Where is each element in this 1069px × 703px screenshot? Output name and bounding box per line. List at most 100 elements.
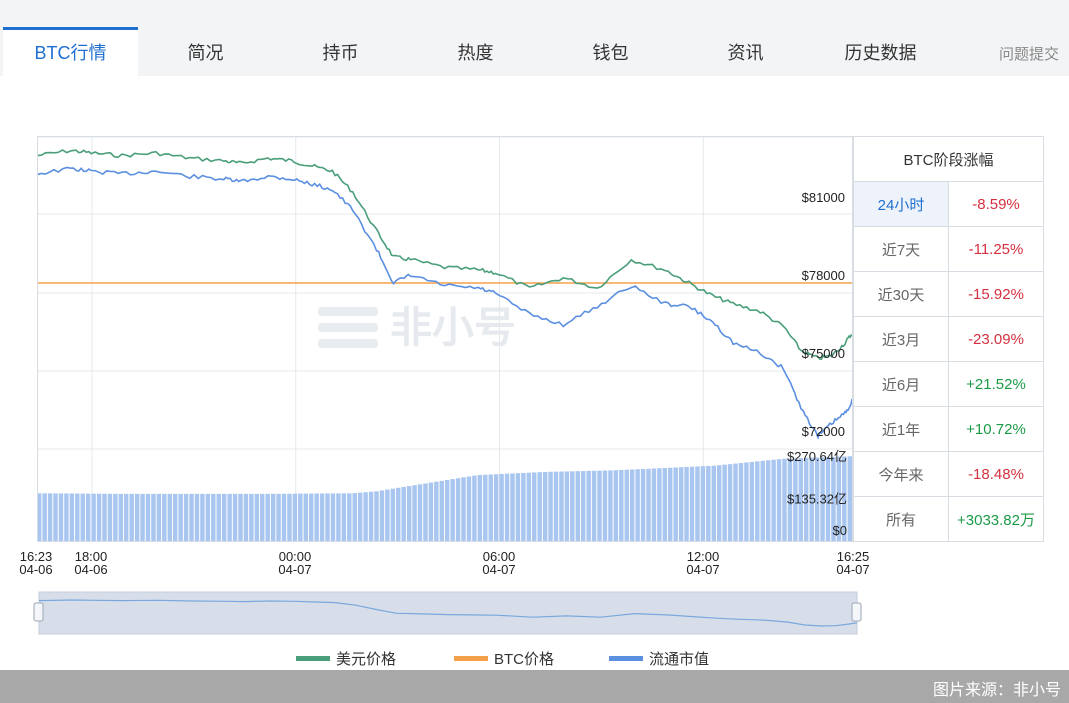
volume-bar [69,493,75,541]
tab-history-data[interactable]: 历史数据 [844,43,917,63]
period-label[interactable]: 近3月 [853,316,949,362]
tab-overview[interactable]: 简况 [187,43,224,63]
volume-bar [189,493,194,541]
volume-bar [586,470,591,541]
volume-bar [722,464,727,541]
tab-holdings[interactable]: 持币 [322,43,359,63]
volume-bar [194,493,200,541]
volume-bar [249,493,254,541]
volume-bar [809,457,814,541]
volume-bar [352,493,357,541]
tab-popularity[interactable]: 热度 [457,43,494,63]
period-change-value: +21.52% [948,361,1044,407]
legend-item-btc-price[interactable]: BTC价格 [454,648,554,669]
period-label[interactable]: 近6月 [853,361,949,407]
volume-bar [162,493,167,541]
tab-btc-market[interactable]: BTC行情 [3,27,138,76]
period-label[interactable]: 近7天 [853,226,949,272]
volume-bar [782,458,787,541]
volume-bar [156,493,162,541]
volume-bar [455,478,461,541]
volume-tick-label: $270.64亿 [787,449,847,464]
volume-bar [450,479,455,541]
volume-bar [232,493,238,541]
x-tick-time: 16:23 [20,549,53,564]
volume-bar [814,457,820,541]
x-tick-date: 04-07 [686,562,719,577]
period-row[interactable]: 近30天 -15.92% [853,271,1044,317]
tab-wallet[interactable]: 钱包 [592,43,629,63]
chart-grid [37,136,853,541]
period-label[interactable]: 所有 [853,496,949,542]
period-row[interactable]: 近3月 -23.09% [853,316,1044,362]
period-row[interactable]: 近6月 +21.52% [853,361,1044,407]
legend-item-market-cap[interactable]: 流通市值 [609,648,709,669]
volume-bar [744,462,749,541]
y-axis-labels: $81000 $78000 $75000 $72000 $270.64亿 $135.32亿… [787,190,847,538]
volume-bar [466,476,472,541]
volume-bar [510,473,515,541]
volume-bar [238,493,243,541]
period-row[interactable]: 24小时 -8.59% [853,181,1044,227]
legend-swatch [609,656,643,661]
volume-bar [787,458,793,541]
period-change-value: +3033.82万 [948,496,1044,542]
period-row[interactable]: 近7天 -11.25% [853,226,1044,272]
period-row[interactable]: 今年来 -18.48% [853,451,1044,497]
volume-bar [847,456,852,541]
volume-bar [80,493,85,541]
volume-bar [379,490,385,541]
volume-bar [521,472,526,541]
image-source: 图片来源：非小号 [932,682,1061,699]
volume-bar [396,487,401,541]
volume-bar [47,493,53,541]
range-navigator[interactable] [33,591,862,635]
legend-item-usd-price[interactable]: 美元价格 [296,648,396,669]
period-label[interactable]: 近1年 [853,406,949,452]
footer-bar: 图片来源：非小号 [0,670,1069,703]
price-tick-label: $81000 [802,190,845,205]
volume-bar [717,465,722,541]
watermark-logo: 非小号 [318,303,558,353]
volume-bar [102,493,107,541]
period-label[interactable]: 今年来 [853,451,949,497]
legend-label: 流通市值 [649,651,710,668]
volume-bar [140,493,145,541]
volume-bar [118,493,124,541]
volume-bar [668,467,673,541]
navigator-handle-right [851,602,862,622]
navigator-window [38,591,858,635]
volume-bar [755,461,760,541]
market-cap-line [36,166,854,440]
period-label[interactable]: 24小时 [853,181,949,227]
volume-bar [145,493,151,541]
volume-bar [488,474,493,541]
period-change-value: -18.48% [948,451,1044,497]
x-axis-labels: 16:2304-0618:0004-0600:0004-0706:0004-07… [19,549,869,577]
volume-bar [385,489,390,541]
period-label[interactable]: 近30天 [853,271,949,317]
period-change-value: +10.72% [948,406,1044,452]
x-tick-date: 04-06 [19,562,52,577]
volume-bar [532,472,537,541]
volume-bar [368,491,374,541]
volume-bar [363,492,368,541]
volume-bar [765,460,771,541]
volume-bar [200,493,205,541]
volume-bar [216,493,221,541]
tab-news[interactable]: 资讯 [727,43,764,63]
volume-bar [309,493,314,541]
volume-bar [678,467,684,541]
period-row[interactable]: 近1年 +10.72% [853,406,1044,452]
volume-bar [412,485,417,541]
volume-bar [64,493,69,541]
volume-bar [662,467,668,541]
volume-bar [390,488,396,541]
volume-bar [434,481,439,541]
period-row[interactable]: 所有 +3033.82万 [853,496,1044,542]
volume-bar [42,493,47,541]
watermark-text: 非小号 [390,304,517,351]
volume-bar [515,473,521,541]
feedback-link[interactable]: 问题提交 [998,46,1059,63]
volume-bar [831,456,836,541]
